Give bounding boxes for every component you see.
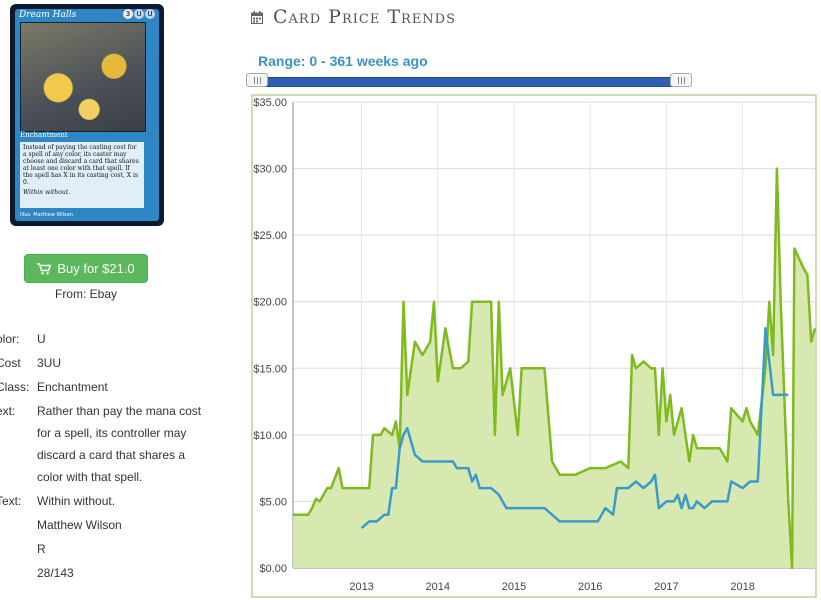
mana-symbol-generic: 3 [123, 9, 133, 19]
buy-button[interactable]: Buy for $21.0 [24, 254, 148, 283]
y-tick-label: $0.00 [259, 563, 287, 575]
y-tick-label: $30.00 [253, 164, 287, 176]
detail-value-class: Enchantment [37, 380, 108, 394]
chart-border [251, 94, 817, 598]
card-flavor-text: Within without. [23, 189, 71, 196]
x-tick-label: 2016 [578, 581, 602, 593]
x-tick-label: 2014 [426, 581, 450, 593]
detail-label-color: olor: [0, 332, 20, 346]
card-type-line: Enchantment [20, 131, 68, 139]
detail-value-artist: Matthew Wilson [37, 518, 122, 532]
calendar-icon [251, 10, 263, 24]
card-artist-line: Illus. Matthew Wilson [20, 212, 73, 218]
mana-symbol-blue: U [145, 9, 155, 19]
page-title-text: Card Price Trends [273, 6, 457, 28]
buy-source: From: Ebay [54, 287, 117, 301]
price-trend-chart: $0.00 $5.00 $10.00 $15.00 $20.00 $25.00 $30.00… [251, 94, 817, 598]
detail-value-rarity: R [37, 542, 46, 556]
detail-label-cost: Cost [0, 356, 21, 370]
detail-value-color: U [37, 332, 46, 346]
paper-price-line [293, 167, 817, 570]
buy-button-label: Buy for $21.0 [57, 261, 135, 276]
y-tick-label: $25.00 [253, 230, 287, 242]
range-label: Range: 0 - 361 weeks ago [258, 53, 428, 69]
mana-symbol-blue: U [134, 9, 144, 19]
detail-label-class: Class: [0, 380, 30, 394]
card-mana-cost: 3 U U [123, 9, 155, 19]
detail-value-number: 28/143 [37, 566, 74, 580]
slider-handle-start[interactable] [246, 73, 268, 87]
card-image[interactable]: Dream Halls 3 U U Enchantment Instead of… [10, 4, 164, 226]
y-tick-label: $20.00 [253, 297, 287, 309]
detail-value-cost: 3UU [37, 356, 62, 370]
page-title: Card Price Trends [251, 6, 456, 28]
y-tick-label: $5.00 [259, 496, 287, 508]
detail-value-text: Rather than pay the mana cost for a spel… [37, 404, 202, 484]
slider-range-fill [256, 77, 682, 87]
chart-series [293, 167, 817, 570]
chart-grid [292, 101, 815, 569]
slider-handle-end[interactable] [670, 73, 692, 87]
card-artwork [20, 22, 146, 132]
foil-price-line [360, 327, 789, 530]
x-axis-ticks: 2013 2014 2015 2016 2017 2018 [349, 581, 755, 593]
x-tick-label: 2013 [349, 581, 373, 593]
x-tick-label: 2018 [730, 581, 754, 593]
card-text-box: Instead of paying the casting cost for a… [20, 142, 144, 208]
x-tick-label: 2017 [654, 581, 678, 593]
y-axis-ticks: $0.00 $5.00 $10.00 $15.00 $20.00 $25.00 $30.00… [253, 97, 287, 575]
y-tick-label: $15.00 [253, 363, 287, 375]
cart-icon [37, 262, 52, 274]
card-name: Dream Halls [19, 10, 77, 20]
y-tick-label: $10.00 [253, 430, 287, 442]
week-range-slider[interactable] [246, 72, 692, 88]
y-tick-label: $35.00 [253, 97, 287, 109]
x-tick-label: 2015 [502, 581, 526, 593]
detail-value-flavor: Within without. [37, 494, 116, 508]
detail-label-flavor: Text: [0, 494, 22, 508]
detail-label-text: ext: [0, 404, 16, 418]
paper-price-area [293, 168, 815, 568]
card-oracle-text: Instead of paying the casting cost for a… [23, 144, 139, 186]
